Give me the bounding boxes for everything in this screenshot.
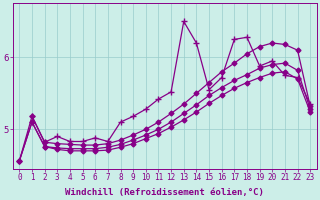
X-axis label: Windchill (Refroidissement éolien,°C): Windchill (Refroidissement éolien,°C) (65, 188, 264, 197)
